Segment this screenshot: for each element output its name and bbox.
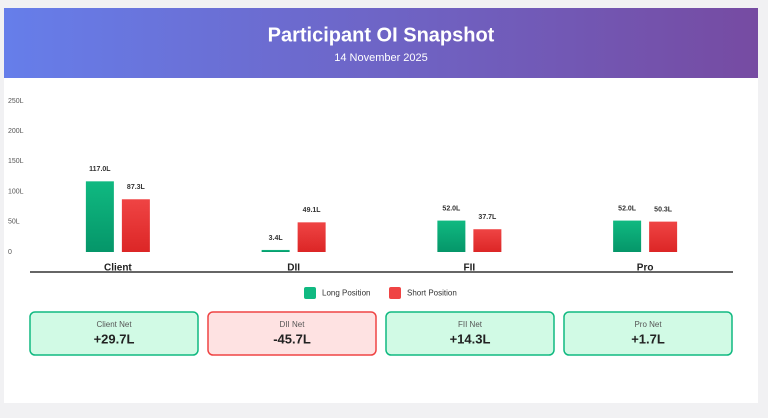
legend-swatch — [304, 287, 316, 299]
x-tick-label: DII — [287, 263, 300, 274]
net-card-value: +14.3L — [450, 331, 491, 346]
legend-swatch — [389, 287, 401, 299]
x-tick-label: FII — [464, 263, 476, 274]
bar — [437, 220, 466, 252]
y-tick-label: 100L — [8, 188, 24, 195]
net-card-label: DII Net — [280, 320, 306, 329]
value-label: 3.4L — [269, 235, 284, 242]
legend-label: Long Position — [322, 289, 370, 298]
chart-subtitle: 14 November 2025 — [334, 52, 428, 64]
net-card — [29, 311, 199, 356]
value-label: 52.0L — [618, 205, 637, 212]
bar — [613, 220, 642, 252]
net-card — [563, 311, 733, 356]
bar — [649, 221, 678, 252]
value-label: 50.3L — [654, 206, 673, 213]
y-tick-label: 50L — [8, 219, 20, 226]
net-card-value: +29.7L — [94, 331, 135, 346]
y-tick-label: 0 — [8, 249, 12, 256]
net-card-value: +1.7L — [631, 331, 665, 346]
net-card-label: Pro Net — [634, 320, 662, 329]
value-label: 87.3L — [127, 184, 146, 191]
net-card-value: -45.7L — [273, 331, 311, 346]
y-tick-label: 200L — [8, 128, 24, 135]
value-label: 52.0L — [442, 205, 461, 212]
net-card — [207, 311, 377, 356]
value-label: 49.1L — [303, 207, 322, 214]
net-card-label: Client Net — [96, 320, 132, 329]
net-card — [385, 311, 555, 356]
value-label: 117.0L — [89, 166, 111, 173]
net-card-label: FII Net — [458, 320, 483, 329]
legend-label: Short Position — [407, 289, 457, 298]
x-tick-label: Pro — [637, 263, 654, 274]
y-tick-label: 250L — [8, 98, 24, 105]
bar — [85, 181, 114, 252]
bar — [473, 229, 502, 252]
bar — [297, 222, 326, 252]
chart-title: Participant OI Snapshot — [268, 24, 495, 46]
bar — [121, 199, 150, 252]
bar — [261, 249, 290, 252]
value-label: 37.7L — [478, 214, 497, 221]
y-tick-label: 150L — [8, 158, 24, 165]
header — [4, 8, 758, 78]
x-tick-label: Client — [104, 263, 132, 274]
